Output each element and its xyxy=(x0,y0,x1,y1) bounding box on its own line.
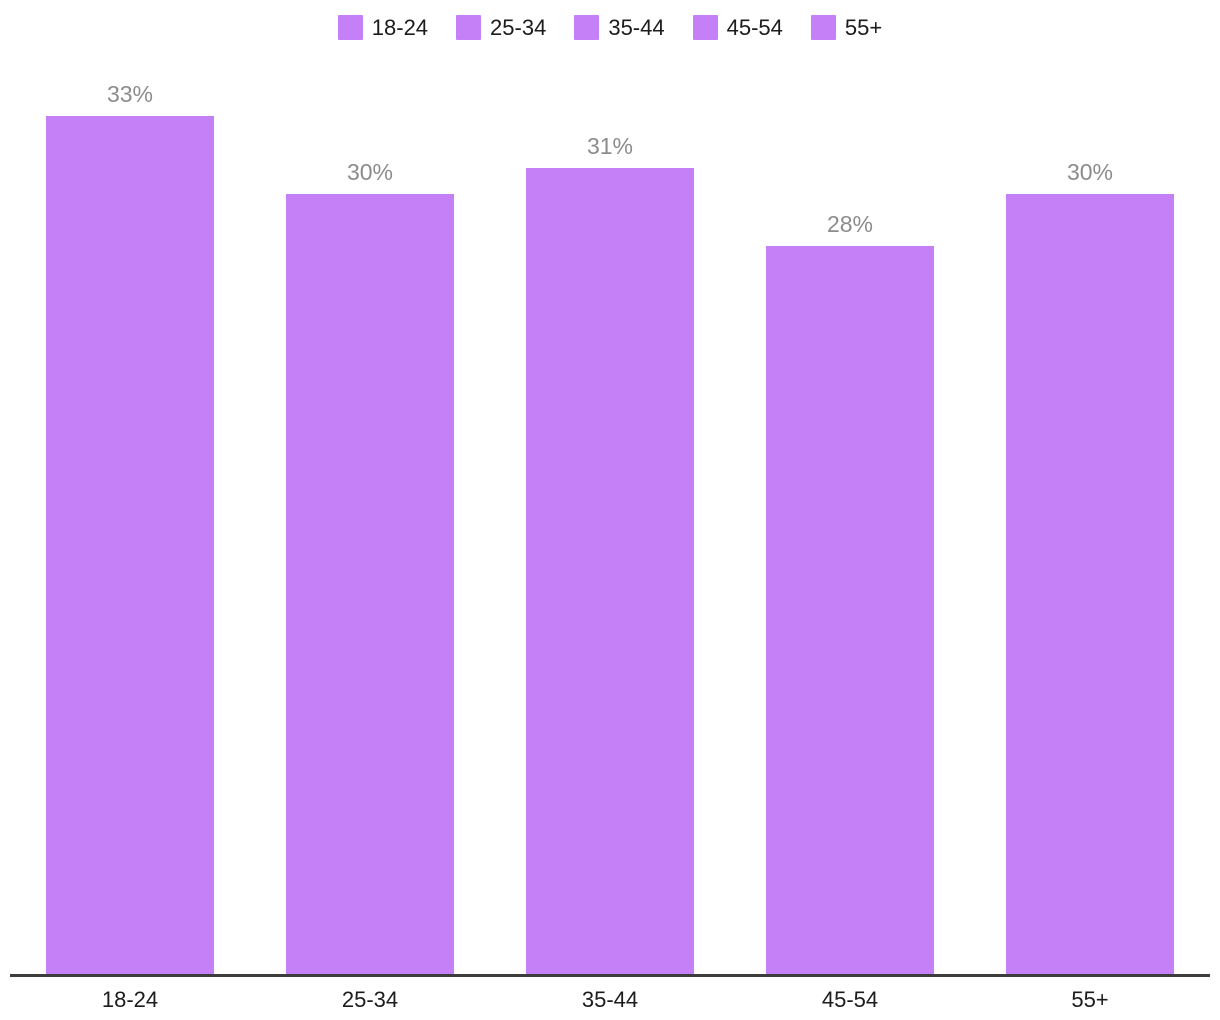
legend-label: 45-54 xyxy=(726,15,783,40)
x-axis-line xyxy=(10,974,1210,977)
legend-swatch-icon xyxy=(574,15,600,40)
x-axis-tick-labels: 18-24 25-34 35-44 45-54 55+ xyxy=(10,983,1210,1013)
bar-value-label: 30% xyxy=(346,159,394,185)
legend-item-18-24[interactable]: 18-24 xyxy=(337,15,429,40)
bar-value-label: 31% xyxy=(586,133,634,159)
legend-item-35-44[interactable]: 35-44 xyxy=(574,15,665,40)
legend-item-25-34[interactable]: 25-34 xyxy=(456,15,546,40)
legend-swatch-icon xyxy=(456,15,482,40)
legend-item-55+[interactable]: 55+ xyxy=(810,15,883,40)
bar-group-18-24: 33% xyxy=(10,81,250,974)
x-tick-label-45-54: 45-54 xyxy=(821,987,879,1012)
x-tick-label-18-24: 18-24 xyxy=(101,987,159,1012)
x-tick-label-25-34: 25-34 xyxy=(341,987,399,1012)
bar-35-44 xyxy=(526,168,694,974)
legend-item-45-54[interactable]: 45-54 xyxy=(692,15,783,40)
bar-value-label: 28% xyxy=(826,211,874,237)
bar-group-55+: 30% xyxy=(970,159,1210,974)
plot-area: 33% 30% 31% 28% 30% xyxy=(10,41,1210,974)
x-tick-label-35-44: 35-44 xyxy=(581,987,639,1012)
legend-label: 18-24 xyxy=(371,15,429,40)
bar-45-54 xyxy=(766,246,934,974)
legend-label: 35-44 xyxy=(608,15,665,40)
legend-swatch-icon xyxy=(692,15,718,40)
legend-label: 25-34 xyxy=(490,15,547,40)
bar-18-24 xyxy=(46,116,214,974)
bar-55+ xyxy=(1006,194,1174,974)
legend-swatch-icon xyxy=(810,15,836,40)
legend-label: 55+ xyxy=(844,15,883,40)
bar-value-label: 30% xyxy=(1066,159,1114,185)
bar-25-34 xyxy=(286,194,454,974)
bar-value-label: 33% xyxy=(106,81,154,107)
x-tick-label-55+: 55+ xyxy=(1071,987,1109,1012)
bar-group-35-44: 31% xyxy=(490,133,730,974)
bar-group-25-34: 30% xyxy=(250,159,490,974)
bar-group-45-54: 28% xyxy=(730,211,970,974)
legend-swatch-icon xyxy=(337,15,363,40)
chart-legend: 18-24 25-34 35-44 45-54 55+ xyxy=(0,15,1220,40)
